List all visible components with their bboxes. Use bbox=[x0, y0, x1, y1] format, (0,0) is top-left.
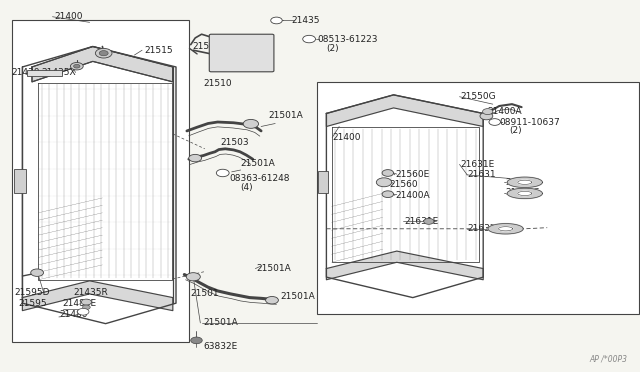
Circle shape bbox=[303, 35, 316, 43]
Circle shape bbox=[31, 269, 44, 276]
FancyBboxPatch shape bbox=[317, 82, 639, 314]
FancyBboxPatch shape bbox=[209, 34, 274, 72]
Text: 21501A: 21501A bbox=[240, 159, 275, 168]
Text: 21435X: 21435X bbox=[42, 68, 76, 77]
Text: 08911-10637: 08911-10637 bbox=[499, 118, 560, 126]
Text: N: N bbox=[492, 119, 497, 124]
Text: 21400: 21400 bbox=[333, 133, 362, 142]
Text: 21632: 21632 bbox=[467, 224, 496, 233]
Text: S: S bbox=[307, 36, 311, 42]
Text: 21501: 21501 bbox=[191, 289, 220, 298]
Circle shape bbox=[266, 296, 278, 304]
Polygon shape bbox=[326, 95, 483, 126]
FancyBboxPatch shape bbox=[14, 169, 26, 193]
Circle shape bbox=[382, 170, 394, 176]
FancyBboxPatch shape bbox=[27, 70, 62, 76]
Polygon shape bbox=[32, 46, 173, 82]
Polygon shape bbox=[508, 188, 543, 199]
Circle shape bbox=[480, 112, 493, 120]
Circle shape bbox=[189, 154, 202, 162]
Text: 21501A: 21501A bbox=[269, 111, 303, 120]
Circle shape bbox=[70, 62, 83, 70]
Text: 21480: 21480 bbox=[59, 310, 88, 319]
Circle shape bbox=[191, 337, 202, 344]
Polygon shape bbox=[488, 224, 524, 234]
Text: 63832E: 63832E bbox=[204, 342, 238, 351]
Text: 08513-61223: 08513-61223 bbox=[317, 35, 378, 44]
Polygon shape bbox=[508, 177, 543, 187]
Text: (2): (2) bbox=[326, 44, 339, 53]
Circle shape bbox=[489, 119, 500, 125]
Circle shape bbox=[83, 305, 90, 310]
Text: 21515F: 21515F bbox=[192, 42, 226, 51]
FancyBboxPatch shape bbox=[318, 171, 328, 193]
Text: 08363-61248: 08363-61248 bbox=[229, 174, 290, 183]
Circle shape bbox=[424, 218, 434, 224]
Polygon shape bbox=[518, 191, 532, 196]
Text: 21560: 21560 bbox=[389, 180, 418, 189]
Text: 21400A: 21400A bbox=[488, 107, 522, 116]
Text: 21430: 21430 bbox=[12, 68, 40, 77]
Text: 21595D: 21595D bbox=[14, 288, 49, 296]
Text: (4): (4) bbox=[240, 183, 253, 192]
Polygon shape bbox=[499, 227, 513, 231]
Text: 21631E: 21631E bbox=[404, 217, 439, 226]
Text: 21631E: 21631E bbox=[506, 188, 540, 197]
Text: 21435R: 21435R bbox=[74, 288, 108, 296]
Text: 21400: 21400 bbox=[54, 12, 83, 21]
Circle shape bbox=[99, 51, 108, 56]
Text: 21550G: 21550G bbox=[461, 92, 497, 101]
Text: 21501A: 21501A bbox=[256, 264, 291, 273]
Text: AP /*00P3: AP /*00P3 bbox=[589, 355, 627, 364]
Circle shape bbox=[271, 17, 282, 24]
FancyBboxPatch shape bbox=[12, 20, 189, 342]
Text: 21560E: 21560E bbox=[396, 170, 430, 179]
Circle shape bbox=[216, 169, 229, 177]
Circle shape bbox=[81, 299, 92, 305]
Text: 21480E: 21480E bbox=[63, 299, 97, 308]
Text: 21400A: 21400A bbox=[396, 191, 430, 200]
Polygon shape bbox=[22, 281, 173, 311]
Text: 21501A: 21501A bbox=[280, 292, 315, 301]
Circle shape bbox=[382, 191, 394, 198]
Circle shape bbox=[483, 109, 493, 115]
Text: 21515: 21515 bbox=[144, 46, 173, 55]
Text: (2): (2) bbox=[509, 126, 522, 135]
Circle shape bbox=[74, 64, 80, 68]
Text: S: S bbox=[221, 170, 225, 176]
Text: 21595: 21595 bbox=[18, 299, 47, 308]
Polygon shape bbox=[518, 180, 532, 185]
Circle shape bbox=[77, 308, 89, 315]
Text: 21503: 21503 bbox=[221, 138, 250, 147]
Circle shape bbox=[186, 273, 200, 281]
Text: 21631E: 21631E bbox=[461, 160, 495, 169]
Circle shape bbox=[95, 48, 112, 58]
Text: 21631E: 21631E bbox=[506, 178, 540, 187]
Text: 21501A: 21501A bbox=[204, 318, 238, 327]
Text: 21510: 21510 bbox=[204, 79, 232, 88]
Circle shape bbox=[376, 178, 392, 187]
Polygon shape bbox=[326, 251, 483, 280]
Text: 21631: 21631 bbox=[467, 170, 496, 179]
Circle shape bbox=[243, 119, 259, 128]
Text: 21435: 21435 bbox=[291, 16, 320, 25]
